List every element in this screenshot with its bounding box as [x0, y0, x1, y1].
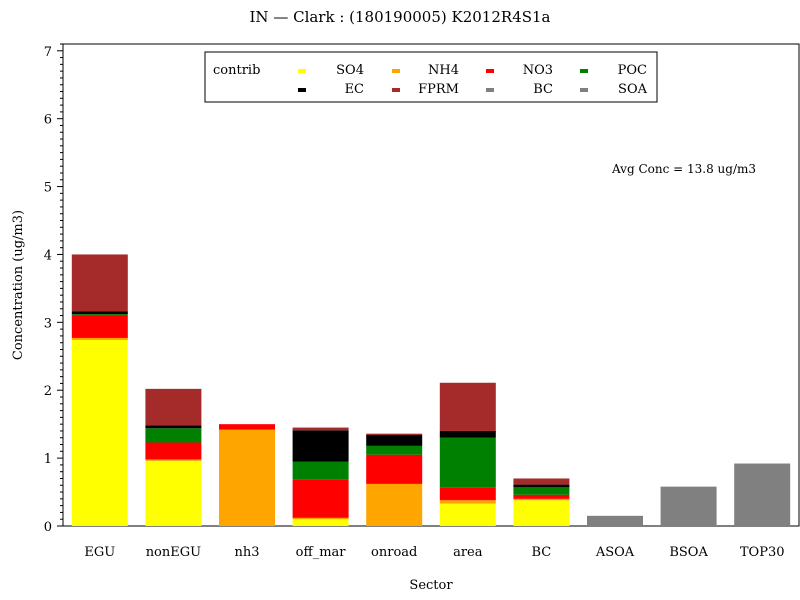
y-axis-label: Concentration (ug/m3) [11, 210, 26, 360]
legend-entry-label: FPRM [418, 82, 459, 97]
legend-items: SO4 NH4 NO3 POC EC FPRM BC SOA [298, 63, 648, 97]
bar-segment-poc [439, 437, 496, 488]
legend-swatch [486, 69, 494, 73]
y-tick-label: 0 [44, 520, 52, 535]
x-tick-label: area [453, 545, 483, 560]
bar-segment-no3 [219, 424, 275, 430]
bar-segment-poc [513, 487, 570, 495]
bar-segment-so4 [292, 519, 349, 526]
x-tick-label: BSOA [669, 545, 708, 560]
bar-segment-soa [587, 515, 643, 526]
x-tick-label: off_mar [296, 545, 347, 560]
legend-entry-label: NH4 [428, 63, 459, 78]
legend-entry-label: SOA [618, 82, 648, 97]
bar-segment-bc [734, 463, 791, 526]
bar-segment-fprm [366, 433, 423, 436]
bar-segment-fprm [513, 478, 570, 485]
legend-swatch [580, 69, 588, 73]
x-tick-label: onroad [371, 545, 417, 560]
bar-segment-nh4 [71, 337, 128, 340]
bar-segment-ec [366, 435, 423, 446]
legend: contrib SO4 NH4 NO3 POC EC FPRM BC SOA [204, 51, 658, 103]
legend-swatch [298, 69, 306, 73]
bar-segment-nh4 [292, 517, 349, 520]
y-axis: 0 1 2 3 4 5 6 7 [44, 43, 63, 535]
x-tick-label: ASOA [595, 545, 635, 560]
bar-segment-ec [292, 430, 349, 462]
legend-entry-label: POC [618, 63, 647, 78]
bar-segment-so4 [439, 503, 496, 526]
bar-segment-ec [71, 311, 128, 315]
legend-entry-label: NO3 [523, 63, 553, 78]
bar-segment-so4 [71, 339, 128, 526]
bar-segment-poc [145, 428, 202, 443]
x-tick-label: EGU [84, 545, 115, 560]
bar-segment-no3 [513, 494, 570, 499]
bar-segment-soa [660, 486, 717, 526]
y-tick-label: 1 [44, 452, 52, 467]
legend-swatch [392, 69, 400, 73]
bar-segment-fprm [439, 382, 496, 431]
bar-segment-poc [292, 461, 349, 480]
bar-segment-no3 [71, 315, 128, 338]
legend-entry-label: BC [533, 82, 553, 97]
bar-segment-ec [439, 430, 496, 438]
bar-segment-nh4 [439, 500, 496, 504]
chart-title: IN — Clark : (180190005) K2012R4S1a [250, 8, 551, 26]
bar-segment-ec [513, 484, 570, 488]
y-tick-label: 2 [44, 384, 52, 399]
plot-area [62, 43, 800, 527]
legend-entry-label: SO4 [336, 63, 364, 78]
bar-segment-no3 [366, 454, 423, 484]
bar-segment-nh4 [513, 498, 570, 501]
bar-segment-ec [145, 425, 202, 429]
bar-segment-nh4 [219, 429, 275, 526]
legend-swatch [392, 88, 400, 92]
bar-segment-fprm [71, 254, 128, 312]
y-tick-label: 4 [44, 248, 52, 263]
y-tick-label: 3 [44, 316, 52, 331]
bar-segment-no3 [145, 442, 202, 460]
legend-title: contrib [213, 63, 260, 78]
bar-segment-poc [366, 445, 423, 455]
avg-conc-annotation: Avg Conc = 13.8 ug/m3 [611, 162, 756, 176]
y-tick-label: 5 [44, 181, 52, 196]
x-tick-label: nh3 [234, 545, 259, 560]
legend-swatch [486, 88, 494, 92]
y-tick-label: 6 [44, 113, 52, 128]
bar-segment-fprm [292, 427, 349, 431]
x-tick-label: TOP30 [740, 545, 785, 560]
legend-swatch [580, 88, 588, 92]
legend-box [204, 51, 658, 103]
bar-segment-nh4 [145, 459, 202, 461]
bar-segment-no3 [292, 479, 349, 518]
legend-entry-label: EC [345, 82, 364, 97]
bar-segment-no3 [439, 487, 496, 501]
legend-swatch [298, 88, 306, 92]
x-axis-label: Sector [409, 578, 453, 593]
x-tick-label: nonEGU [146, 545, 201, 560]
x-tick-label: BC [532, 545, 552, 560]
y-tick-label: 7 [44, 45, 52, 60]
bar-segment-nh4 [366, 483, 423, 526]
bars-group [71, 254, 791, 526]
bar-segment-so4 [513, 500, 570, 526]
bar-segment-fprm [145, 388, 202, 426]
bar-segment-poc [71, 314, 128, 316]
bar-segment-so4 [145, 460, 202, 526]
x-axis: EGU nonEGU nh3 off_mar onroad area BC ASOA BSOA T… [84, 545, 784, 560]
